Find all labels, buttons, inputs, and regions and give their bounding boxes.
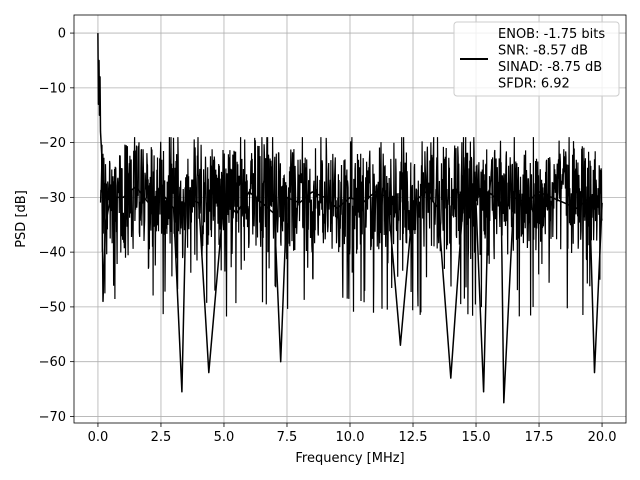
x-tick-label: 12.5 <box>399 430 428 445</box>
x-tick-label: 15.0 <box>462 430 491 445</box>
y-tick-label: −70 <box>39 410 66 425</box>
y-axis: 0 −10 −20 −30 −40 −50 −60 −70 <box>39 27 74 425</box>
legend-entry-snr: SNR: -8.57 dB <box>498 44 588 59</box>
y-tick-label: −20 <box>39 136 66 151</box>
y-tick-label: −10 <box>39 81 66 96</box>
y-axis-title: PSD [dB] <box>14 190 29 248</box>
y-tick-label: 0 <box>58 27 66 42</box>
y-tick-label: −50 <box>39 300 66 315</box>
legend-entry-enob: ENOB: -1.75 bits <box>498 27 605 42</box>
y-tick-label: −60 <box>39 355 66 370</box>
x-tick-label: 17.5 <box>525 430 554 445</box>
x-tick-label: 20.0 <box>588 430 617 445</box>
psd-noise-texture <box>99 137 603 317</box>
x-tick-label: 5.0 <box>214 430 235 445</box>
x-axis-title: Frequency [MHz] <box>295 451 404 466</box>
x-tick-label: 0.0 <box>88 430 109 445</box>
y-tick-label: −30 <box>39 191 66 206</box>
x-tick-label: 10.0 <box>336 430 365 445</box>
x-axis: 0.0 2.5 5.0 7.5 10.0 12.5 15.0 17.5 20.0 <box>88 423 617 445</box>
legend: ENOB: -1.75 bits SNR: -8.57 dB SINAD: -8… <box>453 21 620 97</box>
x-tick-label: 7.5 <box>277 430 298 445</box>
x-tick-label: 2.5 <box>151 430 172 445</box>
legend-box <box>453 21 620 97</box>
legend-entry-sfdr: SFDR: 6.92 <box>498 77 570 92</box>
plot-area <box>97 33 603 404</box>
y-tick-label: −40 <box>39 246 66 261</box>
legend-entry-sinad: SINAD: -8.75 dB <box>498 60 602 75</box>
